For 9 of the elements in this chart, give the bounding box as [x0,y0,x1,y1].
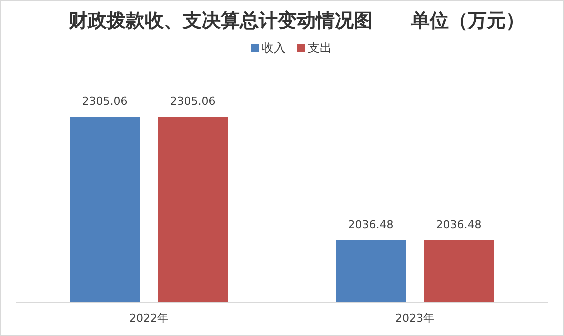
chart-title: 财政拨款收、支决算总计变动情况图 单位（万元） [68,10,525,32]
legend-label: 收入 [262,41,286,55]
data-label: 2305.06 [170,95,216,108]
legend-label: 支出 [308,41,332,55]
data-label: 2036.48 [436,218,482,232]
x-tick-label: 2023年 [396,312,434,325]
data-label: 2036.48 [348,218,394,232]
data-label: 2305.06 [82,95,128,108]
x-tick-label: 2022年 [130,312,168,325]
